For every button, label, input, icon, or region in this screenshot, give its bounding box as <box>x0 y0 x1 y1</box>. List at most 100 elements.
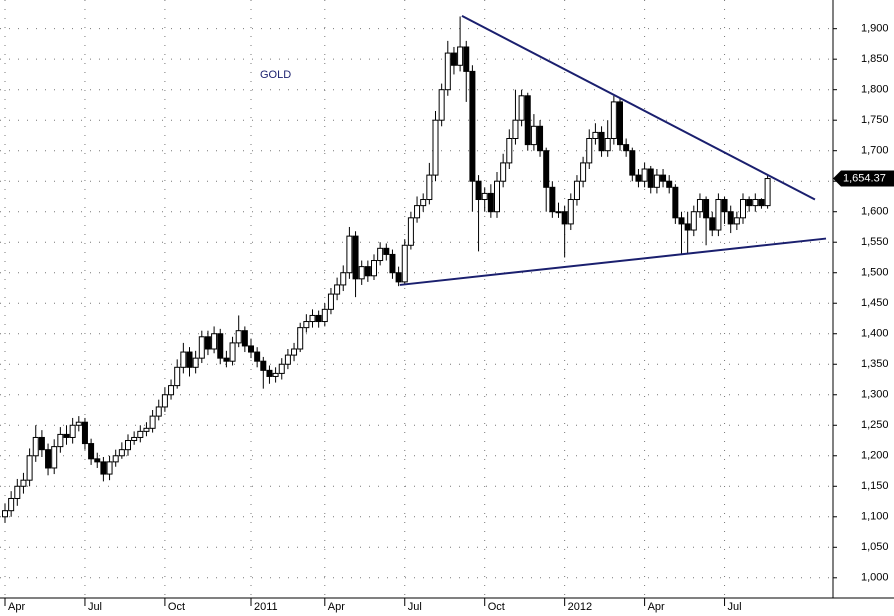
candle-body <box>383 247 390 255</box>
x-tick-label: Apr <box>648 601 665 613</box>
x-tick-label: Apr <box>328 601 345 613</box>
candle-body <box>186 351 193 368</box>
candle-body <box>715 199 722 231</box>
candle-body <box>235 330 242 344</box>
candle-body <box>690 211 697 231</box>
candle-body <box>727 211 734 225</box>
candle-body <box>155 406 162 417</box>
candle-body <box>481 192 488 201</box>
x-tick-label: Jul <box>408 601 422 613</box>
candle-body <box>180 351 187 368</box>
candle-body <box>500 162 507 182</box>
candle-body <box>567 199 574 225</box>
candle-body <box>450 52 457 66</box>
candle-body <box>586 138 593 164</box>
candle-body <box>641 168 648 182</box>
candle-body <box>137 430 144 438</box>
candle-body <box>112 455 119 463</box>
candle-body <box>660 174 667 182</box>
candle-body <box>543 150 550 188</box>
last-value-label: 1,654.37 <box>843 172 886 184</box>
candle-body <box>346 235 353 274</box>
y-tick-label: 1,000 <box>861 572 889 584</box>
candle-body <box>100 461 107 475</box>
candle-body <box>512 119 519 140</box>
candle-body <box>463 46 470 72</box>
candle-body <box>469 70 476 182</box>
candle-body <box>223 357 230 362</box>
candle-body <box>278 363 285 374</box>
candle-body <box>518 95 525 121</box>
candle-body <box>426 174 433 201</box>
candle-body <box>494 180 500 213</box>
y-tick-label: 1,800 <box>861 84 889 96</box>
y-tick-label: 1,600 <box>861 206 889 218</box>
y-tick-label: 1,900 <box>861 23 889 35</box>
y-tick-label: 1,500 <box>861 267 889 279</box>
y-tick-label: 1,700 <box>861 145 889 157</box>
candle-body <box>549 186 556 213</box>
candle-body <box>327 293 334 310</box>
y-tick-label: 1,050 <box>861 541 889 553</box>
candle-body <box>506 138 513 164</box>
candle-body <box>561 211 568 225</box>
x-tick-label: Apr <box>8 601 25 613</box>
candle-body <box>211 333 218 350</box>
candle-body <box>20 479 27 487</box>
candle-body <box>475 180 482 201</box>
candle-body <box>38 436 45 451</box>
candle-body <box>334 284 341 295</box>
candle-body <box>721 199 728 213</box>
candle-body <box>395 272 402 283</box>
candle-body <box>358 266 365 280</box>
candle-body <box>272 372 279 377</box>
candle-body <box>315 314 322 323</box>
candle-body <box>131 436 138 442</box>
candle-body <box>229 342 236 362</box>
candle-body <box>555 211 562 214</box>
candle-body <box>678 217 685 225</box>
candle-body <box>592 131 599 140</box>
candle-body <box>635 174 642 182</box>
candle-body <box>75 421 82 426</box>
candle-body <box>752 199 759 207</box>
candle-body <box>174 366 181 387</box>
candle-body <box>580 162 587 182</box>
candle-body <box>143 427 150 432</box>
candle-body <box>530 125 537 146</box>
candle-body <box>653 174 660 188</box>
candle-body <box>260 360 267 371</box>
candle-body <box>666 180 673 188</box>
y-tick-label: 1,100 <box>861 511 889 523</box>
y-tick-label: 1,150 <box>861 480 889 492</box>
candle-body <box>733 217 740 225</box>
candle-body <box>377 247 384 262</box>
candle-body <box>45 449 52 469</box>
y-tick-label: 1,300 <box>861 389 889 401</box>
candle-body <box>284 354 291 365</box>
candle-body <box>168 385 175 396</box>
candle-body <box>672 186 679 219</box>
candle-body <box>407 217 414 246</box>
candle-body <box>746 199 753 207</box>
candle-body <box>684 223 691 231</box>
candle-body <box>192 357 199 368</box>
x-tick-label: Jul <box>728 601 742 613</box>
x-tick-label: 2012 <box>568 601 592 613</box>
x-tick-label: Oct <box>168 601 185 613</box>
candle-body <box>303 321 310 329</box>
candle-body <box>81 421 88 445</box>
candle-body <box>161 394 168 408</box>
candle-body <box>248 345 254 353</box>
candle-body <box>217 333 224 359</box>
candle-body <box>88 443 95 460</box>
candle-body <box>297 327 304 350</box>
candle-body <box>457 46 464 66</box>
candle-body <box>524 95 531 146</box>
candle-body <box>57 433 64 448</box>
trend-line <box>399 237 827 286</box>
candle-body <box>14 485 21 499</box>
candle-body <box>241 330 248 347</box>
